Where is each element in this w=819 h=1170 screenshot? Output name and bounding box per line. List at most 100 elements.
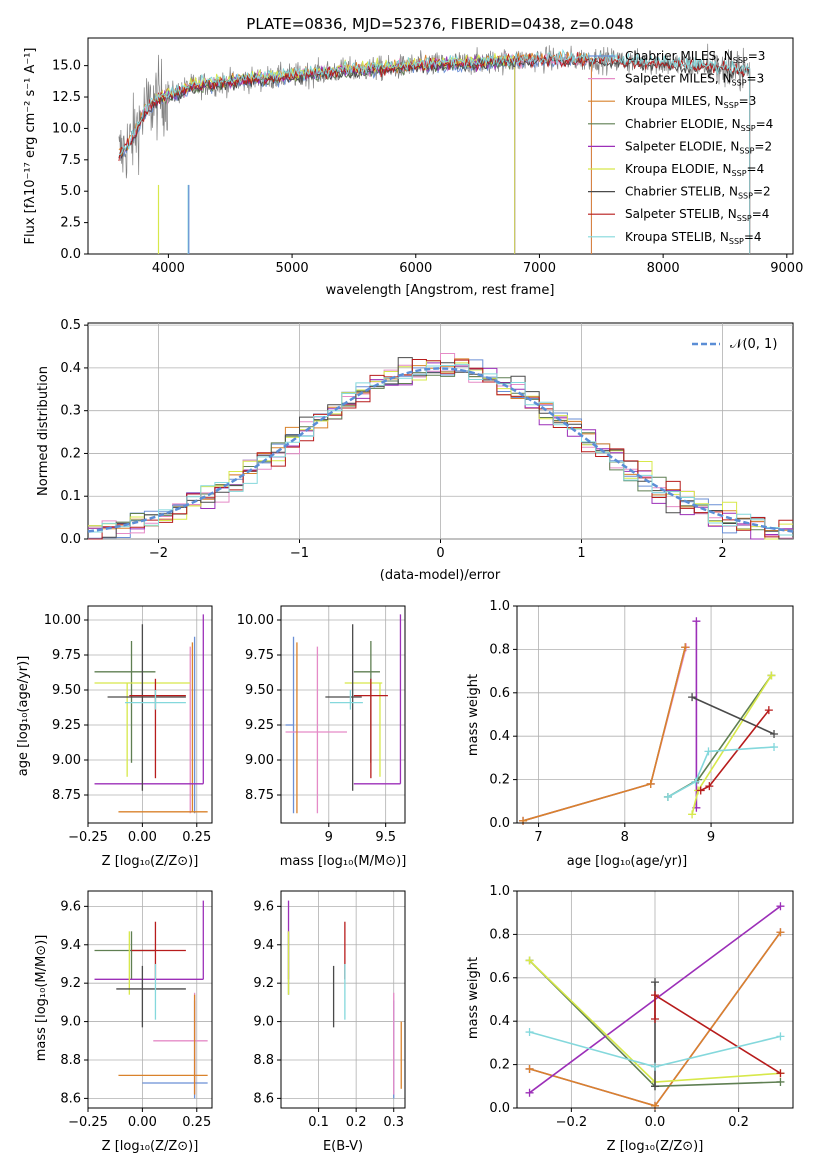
weight-age-panel: 7 8 9 0.0 0.2 0.4 0.6 0.8 1.0 — [489, 599, 794, 845]
weight-marker — [705, 782, 714, 791]
x-tick-label: 7000 — [523, 261, 556, 276]
x-tick-label: 9 — [325, 830, 333, 845]
y-tick-label: 1.0 — [489, 599, 510, 614]
x-tick-label: 0.3 — [383, 1115, 404, 1130]
x-tick-label: 0.25 — [182, 830, 211, 845]
legend-entry: Chabrier STELIB, NSSP=2 — [625, 185, 771, 201]
weight-marker — [696, 786, 705, 795]
y-tick-label: 9.4 — [253, 938, 274, 953]
spectrum-ticks: 4000 5000 6000 7000 8000 9000 0.0 2.5 5.0 7.5 10.0… — [52, 59, 803, 276]
weight-marker — [681, 643, 690, 652]
y-tick-label: 9.2 — [253, 976, 274, 991]
mass-ebv-panel: 0.1 0.2 0.3 8.6 8.8 9.0 9.2 9.4 9.6 — [253, 890, 406, 1130]
age-mass-panel: 9 9.5 8.75 9.00 9.25 9.50 9.75 10.00 — [237, 605, 406, 845]
y-tick-label: 0.2 — [489, 773, 510, 788]
weight-marker — [776, 1032, 785, 1041]
y-tick-label: 0.4 — [489, 1014, 510, 1029]
weight-marker — [525, 956, 534, 965]
x-tick-label: −0.25 — [68, 830, 108, 845]
legend-entry: Chabrier ELODIE, NSSP=4 — [625, 117, 773, 133]
spectrum-lines — [118, 43, 751, 254]
x-tick-label: 9.5 — [375, 830, 396, 845]
y-tick-label: 9.0 — [253, 1015, 274, 1030]
model-spectrum-line — [118, 51, 751, 254]
y-tick-label: 1.0 — [489, 884, 510, 899]
x-tick-label: 1 — [577, 546, 585, 561]
weight-marker — [646, 779, 655, 788]
mass-z-panel: −0.25 0.00 0.25 8.6 8.8 9.0 9.2 9.4 9.6 — [60, 890, 213, 1130]
y-tick-label: 0.4 — [489, 729, 510, 744]
residual-grid: −2 −1 0 1 2 0.0 0.1 0.2 0.3 0.4 0.5 — [60, 318, 793, 561]
y-tick-label: 0.0 — [60, 532, 81, 547]
x-tick-label: 8 — [621, 830, 629, 845]
spectrum-title: PLATE=0836, MJD=52376, FIBERID=0438, z=0… — [246, 15, 633, 33]
y-tick-label: 0.5 — [60, 318, 81, 333]
weight-marker — [776, 1069, 785, 1078]
model-spectrum-line — [118, 48, 751, 254]
residual-ylabel: Normed distribution — [36, 366, 51, 496]
spectrum-xlabel: wavelength [Angstrom, rest frame] — [326, 283, 555, 298]
x-tick-label: 0 — [436, 546, 444, 561]
y-tick-label: 8.8 — [60, 1053, 81, 1068]
y-tick-label: 9.25 — [245, 718, 274, 733]
weight-line — [522, 647, 686, 822]
legend-entry: Kroupa ELODIE, NSSP=4 — [625, 162, 764, 178]
x-tick-label: 0.25 — [182, 1115, 211, 1130]
y-tick-label: 8.6 — [60, 1091, 81, 1106]
weight-marker — [767, 671, 776, 680]
legend-entry: Kroupa STELIB, NSSP=4 — [625, 230, 762, 246]
residual-histogram — [88, 363, 793, 536]
weight-marker — [770, 730, 779, 739]
weight-line — [691, 674, 773, 815]
residual-histograms — [87, 353, 794, 540]
y-tick-label: 0.2 — [60, 446, 81, 461]
x-tick-label: −0.2 — [556, 1115, 588, 1130]
y-tick-label: 15.0 — [52, 59, 81, 74]
legend-entry: Chabrier MILES, NSSP=3 — [625, 49, 765, 65]
y-tick-label: 9.00 — [52, 753, 81, 768]
weight-z-ylabel: mass weight — [466, 957, 481, 1039]
x-tick-label: −0.25 — [68, 1115, 108, 1130]
spectrum-frame — [87, 37, 794, 255]
x-tick-label: 4000 — [152, 261, 185, 276]
weight-marker — [704, 747, 713, 756]
y-tick-label: 10.00 — [44, 613, 81, 628]
x-tick-label: 0.00 — [128, 1115, 157, 1130]
y-tick-label: 8.75 — [52, 788, 81, 803]
weight-z-xlabel: Z [log₁₀(Z/Z⊙)] — [607, 1139, 704, 1154]
weight-marker — [525, 1028, 534, 1037]
weight-marker — [651, 1062, 659, 1071]
weight-marker — [525, 1064, 534, 1073]
weight-line — [667, 746, 775, 798]
panel-frame — [516, 890, 794, 1109]
x-tick-label: 0.1 — [308, 1115, 329, 1130]
normal-legend-label: 𝒩(0, 1) — [730, 337, 777, 352]
legend-entry: Kroupa MILES, NSSP=3 — [625, 94, 756, 110]
y-tick-label: 9.00 — [245, 753, 274, 768]
y-tick-label: 0.6 — [489, 686, 510, 701]
weight-marker — [776, 1077, 785, 1086]
y-tick-label: 9.4 — [60, 938, 81, 953]
y-tick-label: 8.6 — [253, 1091, 274, 1106]
weight-marker — [651, 991, 659, 1000]
x-tick-label: 6000 — [399, 261, 432, 276]
x-tick-label: −2 — [149, 546, 168, 561]
weight-marker — [691, 777, 700, 786]
weight-marker — [692, 617, 701, 626]
x-tick-label: 7 — [534, 830, 542, 845]
weight-line — [691, 696, 775, 735]
x-tick-label: 2 — [718, 546, 726, 561]
weight-line — [522, 646, 687, 822]
y-tick-label: 2.5 — [60, 216, 81, 231]
mass-z-ylabel: mass [log₁₀(M/M⊙)] — [34, 935, 49, 1062]
residual-xlabel: (data-model)/error — [380, 568, 501, 583]
y-tick-label: 0.0 — [489, 816, 510, 831]
legend-entry: Salpeter ELODIE, NSSP=2 — [625, 139, 772, 155]
weight-marker — [776, 928, 785, 937]
age-z-ylabel: age [log₁₀(age/yr)] — [16, 656, 31, 777]
x-tick-label: 0.00 — [128, 830, 157, 845]
weight-z-panel: −0.2 0.0 0.2 0.0 0.2 0.4 0.6 0.8 1.0 — [489, 884, 794, 1130]
y-tick-label: 10.00 — [237, 613, 274, 628]
y-tick-label: 9.50 — [52, 683, 81, 698]
y-tick-label: 9.75 — [52, 648, 81, 663]
